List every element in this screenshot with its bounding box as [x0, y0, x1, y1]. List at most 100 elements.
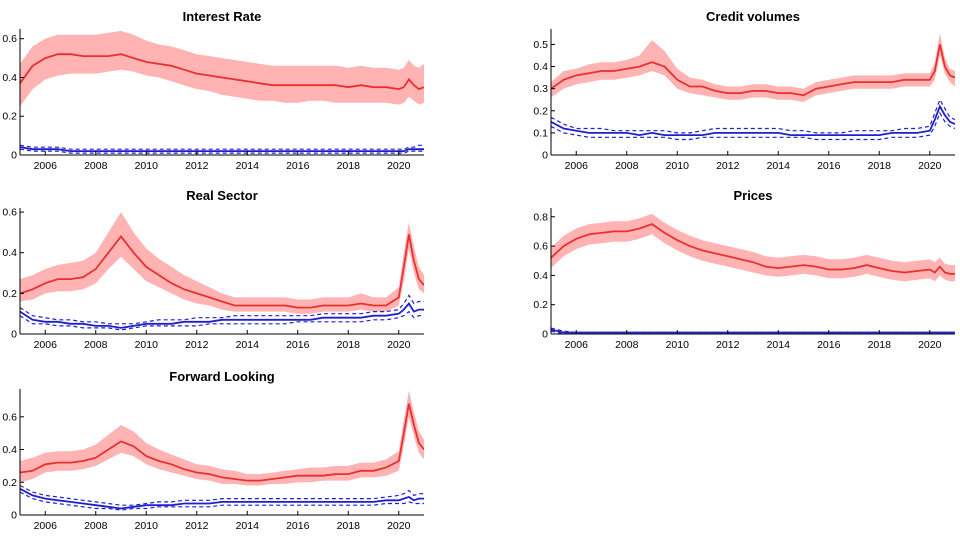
x-tick-label: 2008	[615, 339, 639, 351]
x-tick-label: 2010	[135, 339, 159, 351]
x-tick-label: 2014	[236, 339, 260, 351]
x-tick-label: 2006	[565, 339, 589, 351]
y-tick-label: 0	[542, 150, 548, 162]
series-blue-line	[551, 328, 955, 334]
y-tick-label: 0.2	[533, 299, 548, 311]
x-tick-label: 2018	[337, 339, 361, 351]
x-tick-label: 2008	[84, 160, 108, 172]
y-tick-label: 0.4	[533, 270, 548, 282]
series-blue-upper-bound	[20, 294, 424, 325]
series-blue-lower-bound	[551, 111, 955, 141]
series-blue-line	[20, 146, 424, 152]
panel-interest-rate: Interest Rate 0 0.2 0.4 0.6 2006 2008 2010 2012 2…	[2, 9, 424, 172]
x-tick-label: 2006	[34, 339, 58, 351]
panel-forward-looking: Forward Looking 0 0.2 0.4 0.6 2006 2008 2010 201…	[2, 369, 424, 532]
series-blue-upper-bound	[20, 144, 424, 150]
x-tick-label: 2016	[817, 160, 841, 172]
y-tick-label: 0.3	[533, 83, 548, 95]
y-tick-label: 0	[11, 329, 17, 341]
series-red-band	[551, 33, 955, 102]
panel-title: Forward Looking	[169, 369, 275, 384]
x-tick-label: 2008	[84, 339, 108, 351]
x-tick-label: 2014	[236, 160, 260, 172]
panel-title: Interest Rate	[183, 9, 262, 24]
x-tick-label: 2008	[615, 160, 639, 172]
panel-title: Credit volumes	[706, 9, 800, 24]
series-blue-line	[20, 301, 424, 329]
y-tick-label: 0.6	[533, 241, 548, 253]
plot-area	[20, 30, 424, 154]
panel-title: Real Sector	[186, 188, 258, 203]
y-tick-label: 0.4	[533, 61, 548, 73]
series-blue-upper-bound	[551, 98, 955, 134]
x-tick-label: 2012	[716, 339, 740, 351]
x-tick-label: 2018	[868, 160, 892, 172]
x-tick-label: 2008	[84, 520, 108, 532]
x-tick-label: 2016	[286, 339, 310, 351]
y-tick-label: 0.2	[2, 288, 17, 300]
series-blue-lower-bound	[20, 148, 424, 154]
series-blue-line	[20, 488, 424, 510]
y-tick-label: 0.4	[2, 444, 17, 456]
x-tick-label: 2014	[767, 339, 791, 351]
series-red-band	[20, 212, 424, 314]
x-tick-label: 2012	[185, 160, 209, 172]
series-blue-line	[551, 104, 955, 137]
y-tick-label: 0.8	[533, 211, 548, 223]
plot-area	[551, 33, 955, 141]
y-tick-label: 0	[11, 150, 17, 162]
y-tick-label: 0.6	[2, 411, 17, 423]
series-red-band	[20, 390, 424, 486]
x-tick-label: 2018	[337, 520, 361, 532]
x-tick-label: 2016	[286, 520, 310, 532]
series-blue-lower-bound	[20, 310, 424, 331]
y-tick-label: 0.4	[2, 247, 17, 259]
x-tick-label: 2018	[337, 160, 361, 172]
panel-real-sector: Real Sector 0 0.2 0.4 0.6 2006 2008 2010 2012 201…	[2, 188, 424, 351]
x-tick-label: 2016	[286, 160, 310, 172]
series-red-line	[551, 223, 955, 275]
plot-area	[20, 390, 424, 511]
y-tick-label: 0.6	[2, 33, 17, 45]
y-tick-label: 0	[11, 510, 17, 522]
series-blue-lower-bound	[20, 491, 424, 511]
x-tick-label: 2020	[387, 339, 411, 351]
x-tick-label: 2020	[918, 160, 942, 172]
x-tick-label: 2010	[666, 339, 690, 351]
y-tick-label: 0.2	[2, 111, 17, 123]
y-tick-label: 0.2	[533, 105, 548, 117]
series-red-band	[20, 30, 424, 107]
panel-title: Prices	[733, 188, 772, 203]
x-tick-label: 2012	[716, 160, 740, 172]
y-tick-label: 0.1	[533, 127, 548, 139]
y-tick-label: 0.6	[2, 207, 17, 219]
panel-prices: Prices 0 0.2 0.4 0.6 0.8 2006 2008 2010 2012 2014 2…	[533, 188, 955, 351]
series-red-line	[20, 403, 424, 482]
panel-credit-volumes: Credit volumes 0 0.1 0.2 0.3 0.4 0.5 2006 2008 20…	[533, 9, 955, 172]
x-tick-label: 2012	[185, 520, 209, 532]
x-tick-label: 2006	[565, 160, 589, 172]
x-tick-label: 2020	[387, 520, 411, 532]
x-tick-label: 2010	[135, 160, 159, 172]
y-tick-label: 0.2	[2, 477, 17, 489]
series-red-line	[20, 234, 424, 309]
x-tick-label: 2010	[135, 520, 159, 532]
y-tick-label: 0.4	[2, 72, 17, 84]
y-tick-label: 0.5	[533, 39, 548, 51]
x-tick-label: 2016	[817, 339, 841, 351]
plot-area	[20, 212, 424, 331]
series-red-line	[20, 53, 424, 91]
x-tick-label: 2006	[34, 520, 58, 532]
x-tick-label: 2018	[868, 339, 892, 351]
y-tick-label: 0	[542, 329, 548, 341]
plot-area	[551, 213, 955, 334]
x-tick-label: 2012	[185, 339, 209, 351]
x-tick-label: 2020	[387, 160, 411, 172]
series-red-band	[551, 213, 955, 282]
series-blue-upper-bound	[20, 484, 424, 506]
series-red-line	[551, 44, 955, 97]
x-tick-label: 2006	[34, 160, 58, 172]
x-tick-label: 2014	[767, 160, 791, 172]
x-tick-label: 2020	[918, 339, 942, 351]
